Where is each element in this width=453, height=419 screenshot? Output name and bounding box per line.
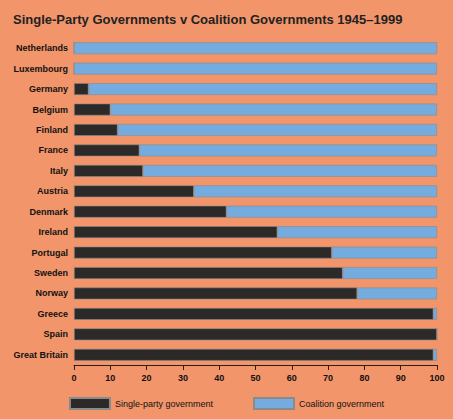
svg-text:Spain: Spain xyxy=(43,329,68,339)
svg-text:Austria: Austria xyxy=(37,186,69,196)
svg-text:Portugal: Portugal xyxy=(31,248,68,258)
svg-text:Germany: Germany xyxy=(29,84,68,94)
svg-text:80: 80 xyxy=(359,373,369,383)
svg-text:Norway: Norway xyxy=(35,288,68,298)
svg-text:10: 10 xyxy=(105,373,115,383)
svg-text:Ireland: Ireland xyxy=(38,227,68,237)
svg-text:France: France xyxy=(38,145,68,155)
svg-text:60: 60 xyxy=(287,373,297,383)
svg-text:Netherlands: Netherlands xyxy=(16,43,68,53)
svg-text:Belgium: Belgium xyxy=(32,105,68,115)
svg-text:Single-party government: Single-party government xyxy=(115,399,214,409)
svg-text:Denmark: Denmark xyxy=(29,207,69,217)
svg-text:20: 20 xyxy=(142,373,152,383)
svg-text:100: 100 xyxy=(429,373,444,383)
svg-text:Coalition government: Coalition government xyxy=(299,399,385,409)
svg-text:Greece: Greece xyxy=(37,309,68,319)
svg-text:Finland: Finland xyxy=(36,125,68,135)
svg-text:Great Britain: Great Britain xyxy=(13,350,68,360)
svg-text:70: 70 xyxy=(323,373,333,383)
svg-text:90: 90 xyxy=(396,373,406,383)
svg-text:Sweden: Sweden xyxy=(34,268,68,278)
svg-text:Single-Party Governments v Coa: Single-Party Governments v Coalition Gov… xyxy=(13,12,402,27)
svg-text:50: 50 xyxy=(250,373,260,383)
svg-text:Italy: Italy xyxy=(50,166,68,176)
svg-text:0: 0 xyxy=(71,373,76,383)
svg-text:40: 40 xyxy=(214,373,224,383)
svg-text:30: 30 xyxy=(178,373,188,383)
svg-text:Luxembourg: Luxembourg xyxy=(13,64,68,74)
